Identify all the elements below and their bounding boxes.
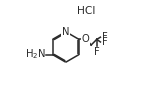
Text: F: F: [102, 32, 107, 42]
Text: H$_2$N: H$_2$N: [25, 48, 46, 62]
Text: HCl: HCl: [77, 6, 95, 16]
Text: F: F: [94, 47, 100, 57]
Text: N: N: [62, 27, 69, 37]
Text: F: F: [102, 37, 107, 47]
Text: O: O: [82, 34, 89, 44]
